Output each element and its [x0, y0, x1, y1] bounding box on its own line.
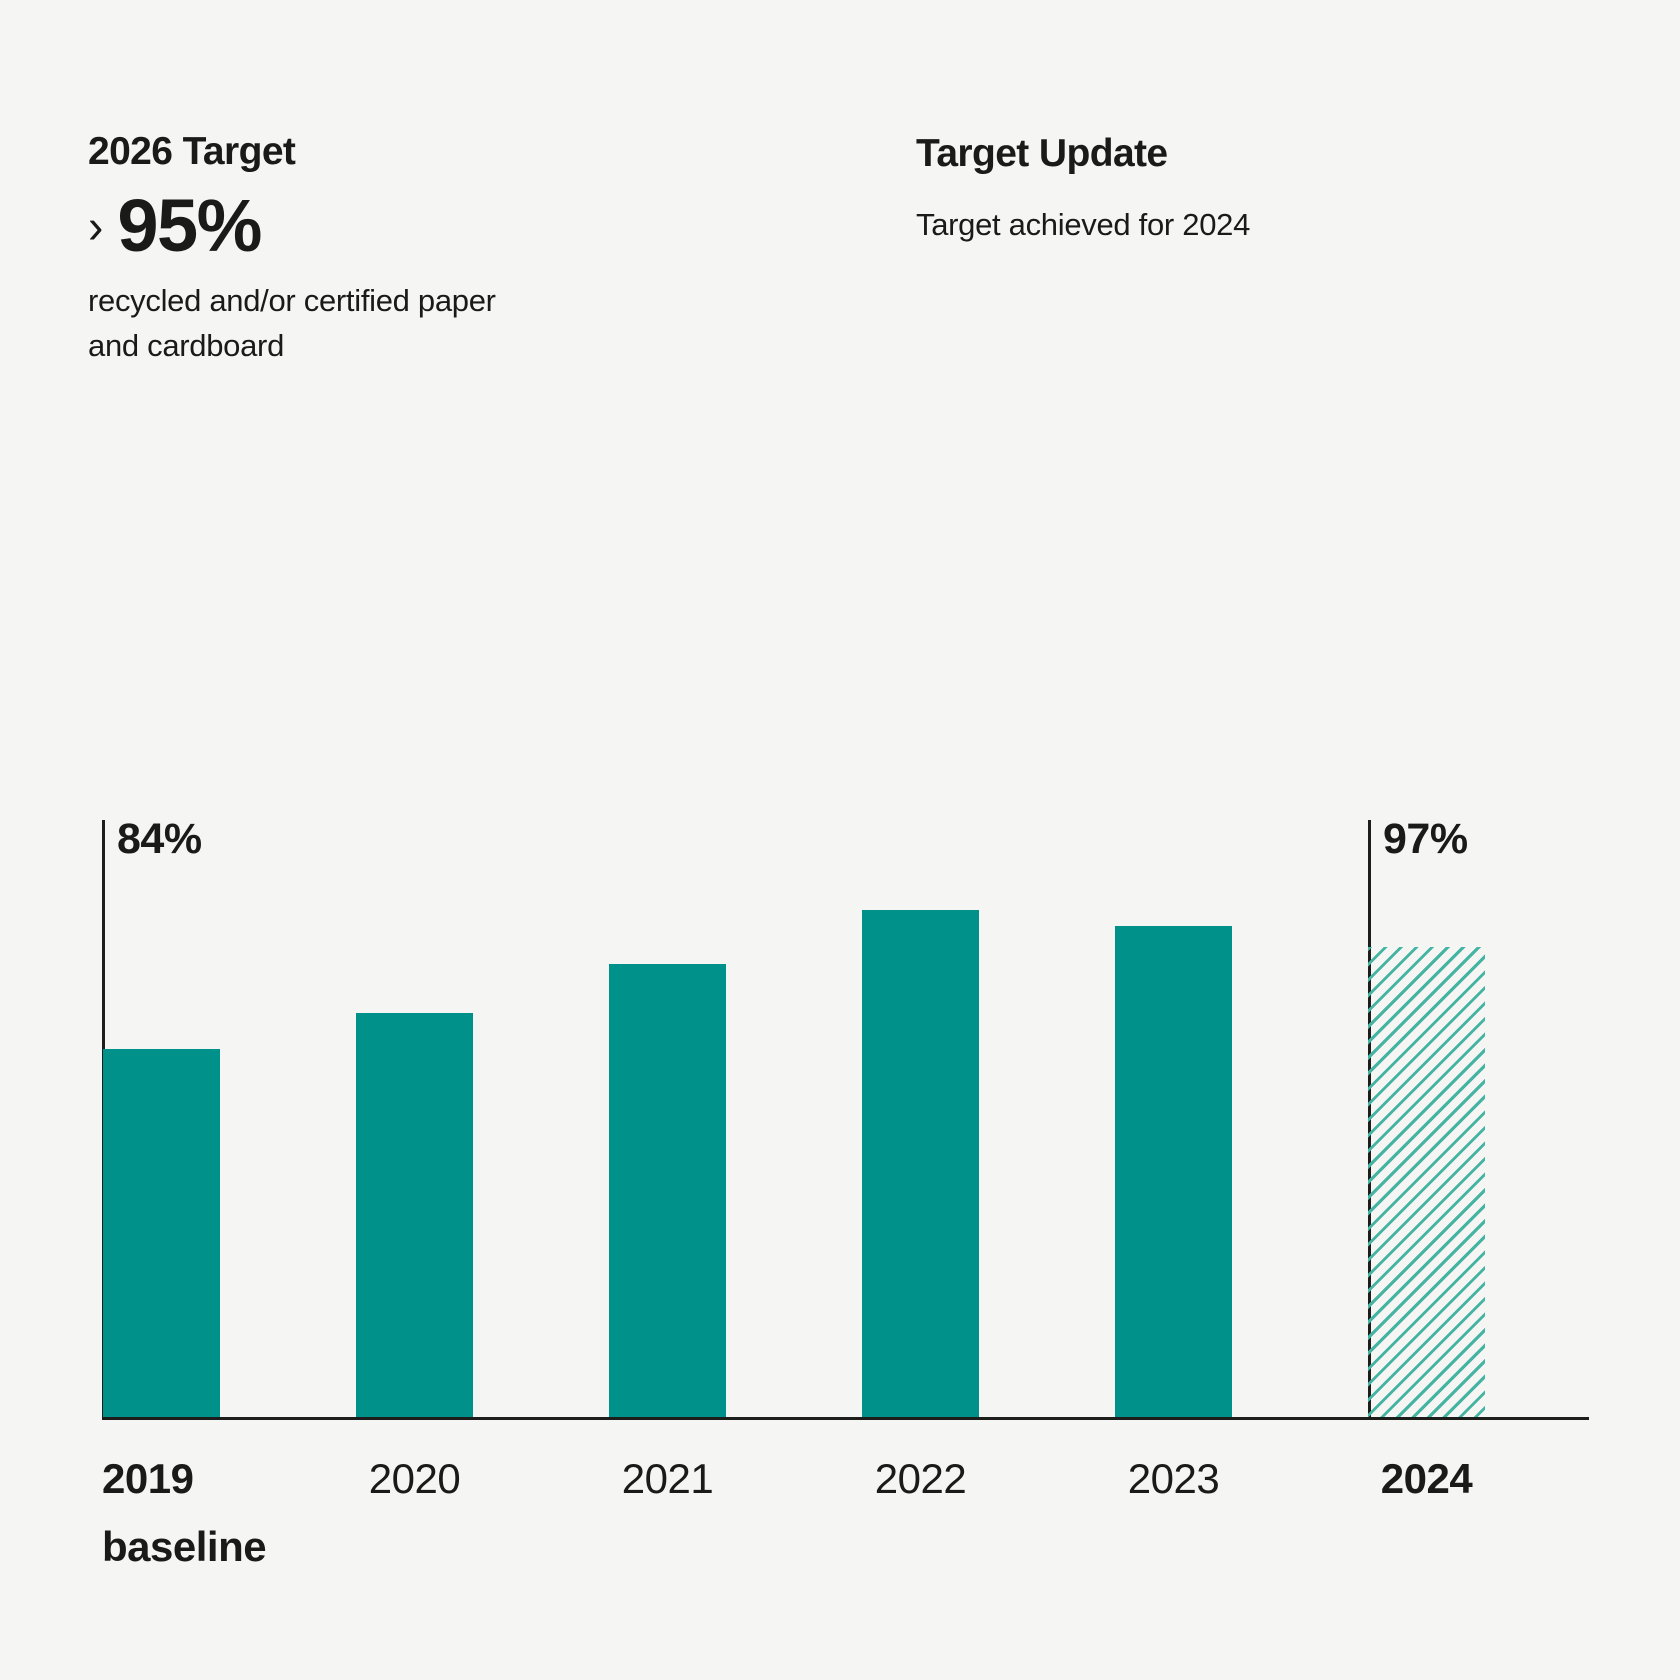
x-axis-line	[102, 1417, 1589, 1420]
x-axis-label-text: 2023	[1127, 1455, 1220, 1502]
target-value-row: › 95%	[88, 183, 648, 267]
x-axis-label: 2019 baseline	[102, 1452, 402, 1574]
chart-bar	[103, 1049, 220, 1417]
x-axis-label: 2021	[541, 1452, 794, 1507]
greater-than-icon: ›	[88, 198, 104, 254]
x-axis-label-text: 2022	[874, 1455, 967, 1502]
chart-bar	[356, 1013, 473, 1417]
x-axis-label-text: 2019	[102, 1455, 194, 1502]
target-description: recycled and/or certified paper and card…	[88, 279, 648, 369]
chart-bar	[1115, 926, 1232, 1417]
x-axis-label: 2024	[1300, 1452, 1553, 1507]
x-axis-label-text: 2024	[1380, 1455, 1473, 1502]
update-block: Target Update Target achieved for 2024	[916, 132, 1536, 243]
axis-value-label-right: 97%	[1383, 815, 1468, 863]
target-title: 2026 Target	[88, 130, 296, 173]
x-axis-label-text: 2020	[368, 1455, 461, 1502]
chart-bar	[862, 910, 979, 1417]
chart-bar	[1368, 947, 1485, 1417]
target-value: 95%	[117, 183, 262, 267]
target-block: 2026 Target › 95% recycled and/or certif…	[88, 130, 648, 369]
chart-bar	[609, 964, 726, 1417]
x-axis-label: 2022	[794, 1452, 1047, 1507]
x-axis-sublabel: baseline	[102, 1522, 267, 1570]
x-axis-label: 2020	[288, 1452, 541, 1507]
update-title: Target Update	[916, 132, 1168, 175]
target-description-line1: recycled and/or certified paper	[88, 282, 496, 318]
target-description-line2: and cardboard	[88, 327, 285, 363]
x-axis-label-text: 2021	[621, 1455, 714, 1502]
update-body: Target achieved for 2024	[916, 206, 1251, 242]
axis-value-label-left: 84%	[117, 815, 202, 863]
x-axis-label: 2023	[1047, 1452, 1300, 1507]
